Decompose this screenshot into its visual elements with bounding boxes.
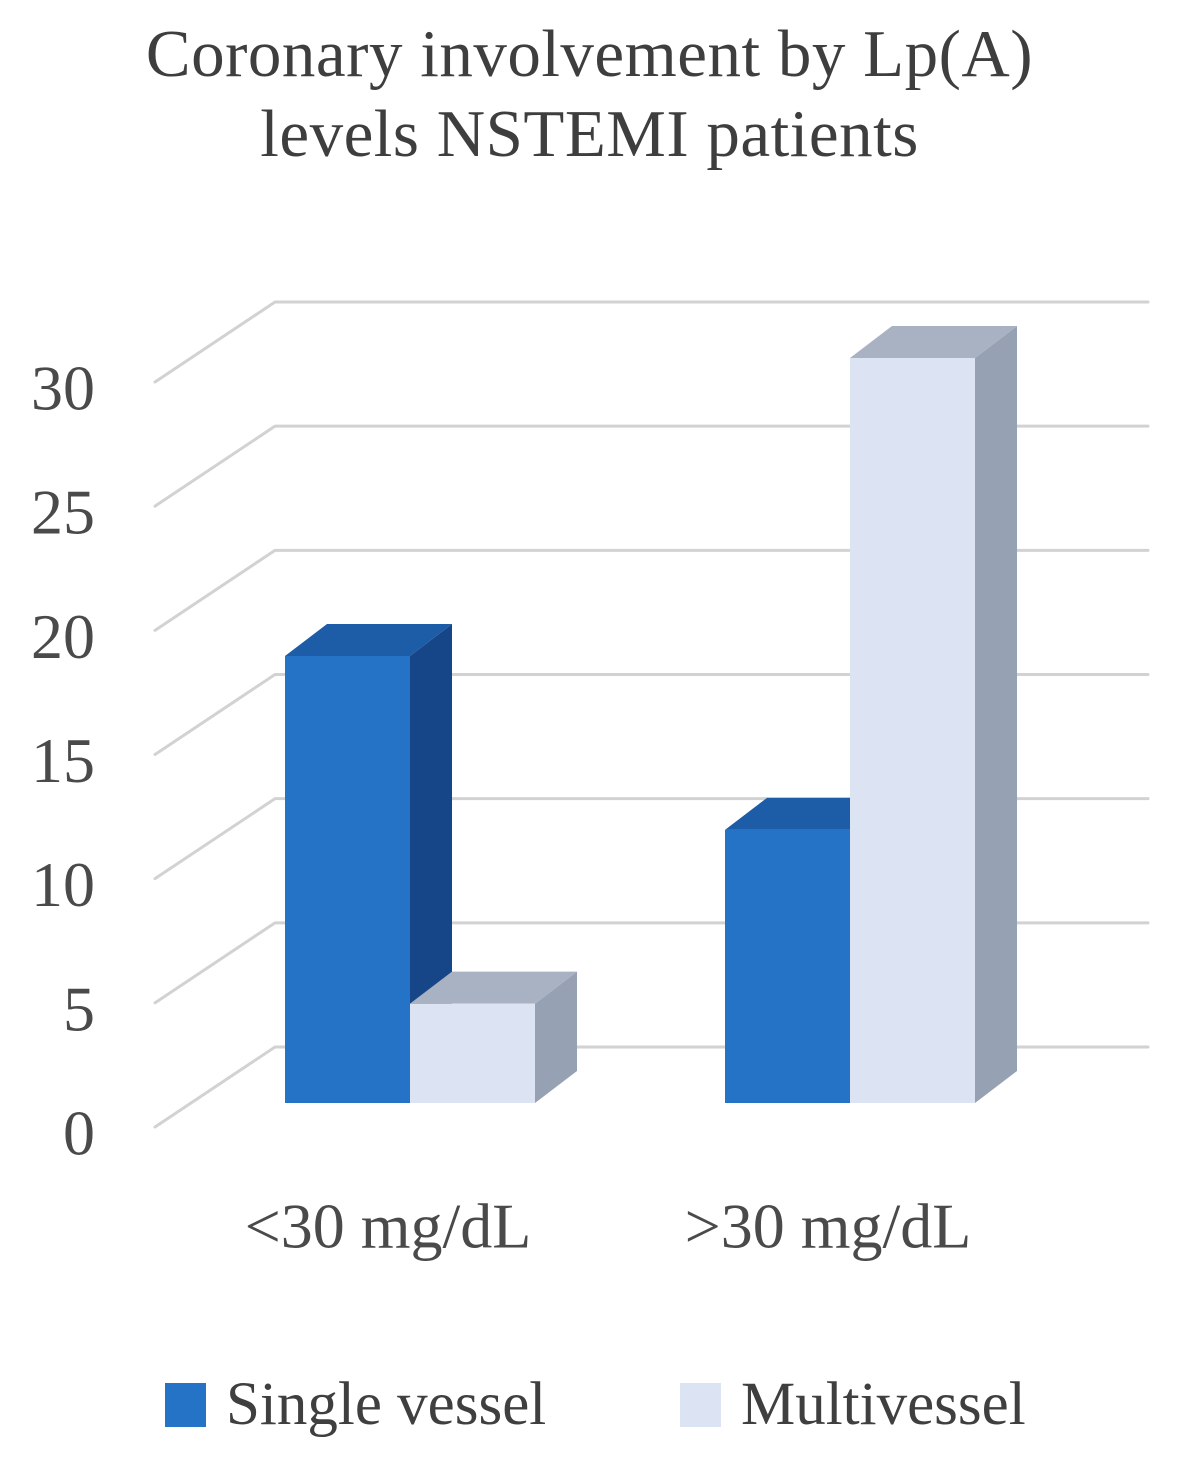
y-axis-tick-label-30: 30 <box>31 353 95 424</box>
legend-swatch-single-vessel <box>165 1383 206 1427</box>
bar-multivessel-2 <box>850 358 975 1103</box>
legend-label-single-vessel: Single vessel <box>226 1371 547 1438</box>
bar-side-multivessel-2 <box>975 326 1017 1103</box>
legend-item-single-vessel: Single vessel <box>165 1371 547 1438</box>
y-axis-tick-label-25: 25 <box>31 477 95 548</box>
bar-top-multivessel-2 <box>850 326 1017 359</box>
y-axis-tick-label-20: 20 <box>31 601 95 672</box>
bar-multivessel-1 <box>410 1003 535 1103</box>
bar-top-multivessel-1 <box>410 971 577 1004</box>
y-axis-tick-label-0: 0 <box>63 1098 95 1169</box>
bar-top-single-vessel-1 <box>285 624 452 657</box>
gridline-30 <box>153 300 1150 384</box>
y-axis-tick-label-5: 5 <box>63 973 95 1044</box>
legend-swatch-multivessel <box>680 1383 721 1427</box>
chart-title-line-2: levels NSTEMI patients <box>260 97 919 172</box>
chart-title-line-1: Coronary involvement by Lp(A) <box>145 17 1034 91</box>
bar-side-multivessel-1 <box>535 971 577 1103</box>
legend-item-multivessel: Multivessel <box>680 1371 1026 1438</box>
y-axis-tick-label-15: 15 <box>31 725 95 796</box>
x-axis-category-label-2: >30 mg/dL <box>685 1191 972 1262</box>
x-axis-category-label-1: <30 mg/dL <box>245 1191 532 1262</box>
legend-label-multivessel: Multivessel <box>741 1371 1026 1438</box>
bar-single-vessel-2 <box>725 829 850 1103</box>
chart-title: Coronary involvement by Lp(A) levels NST… <box>0 14 1179 175</box>
bar-single-vessel-1 <box>285 656 410 1103</box>
y-axis-tick-label-10: 10 <box>31 849 95 920</box>
